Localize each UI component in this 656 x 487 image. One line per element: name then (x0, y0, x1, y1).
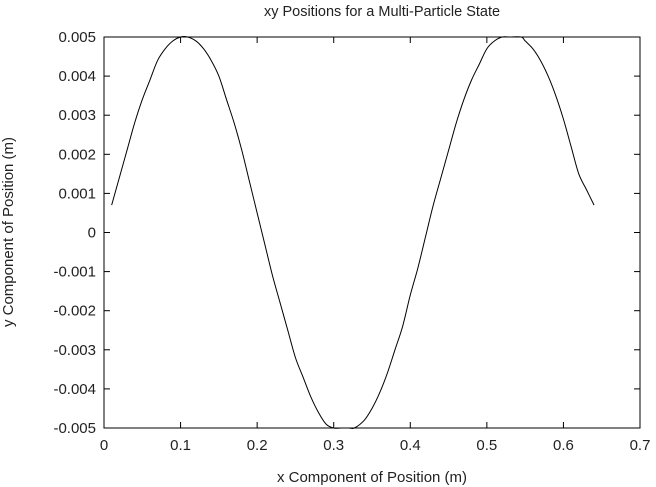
x-tick-label: 0.7 (630, 437, 651, 454)
y-tick-label: -0.003 (53, 342, 96, 359)
y-tick-label: 0.001 (58, 185, 96, 202)
y-tick-label: 0 (88, 225, 96, 242)
x-tick-label: 0.4 (400, 437, 421, 454)
series-line (111, 36, 595, 430)
x-axis: 0 0.1 0.2 0.3 0.4 0.5 0.6 0.7 (100, 37, 651, 454)
y-tick-label: -0.004 (53, 381, 96, 398)
y-tick-label: -0.001 (53, 264, 96, 281)
y-tick-label: 0.004 (58, 68, 96, 85)
y-tick-label: -0.005 (53, 420, 96, 437)
y-tick-label: 0.002 (58, 146, 96, 163)
y-tick-label: 0.005 (58, 29, 96, 46)
y-axis: -0.005 -0.004 -0.003 -0.002 -0.001 0 0.001 0.00… (53, 29, 640, 437)
x-tick-label: 0.6 (553, 437, 574, 454)
x-axis-title: x Component of Position (m) (277, 469, 467, 486)
x-tick-label: 0.1 (170, 437, 191, 454)
x-tick-label: 0.2 (247, 437, 268, 454)
y-axis-title: y Component of Position (m) (0, 137, 17, 327)
y-tick-label: 0.003 (58, 107, 96, 124)
y-tick-label: -0.002 (53, 303, 96, 320)
x-tick-label: 0.3 (323, 437, 344, 454)
x-tick-label: 0.5 (476, 437, 497, 454)
plot-frame (103, 36, 641, 429)
x-tick-label: 0 (100, 437, 108, 454)
chart-title: xy Positions for a Multi-Particle State (264, 4, 500, 20)
